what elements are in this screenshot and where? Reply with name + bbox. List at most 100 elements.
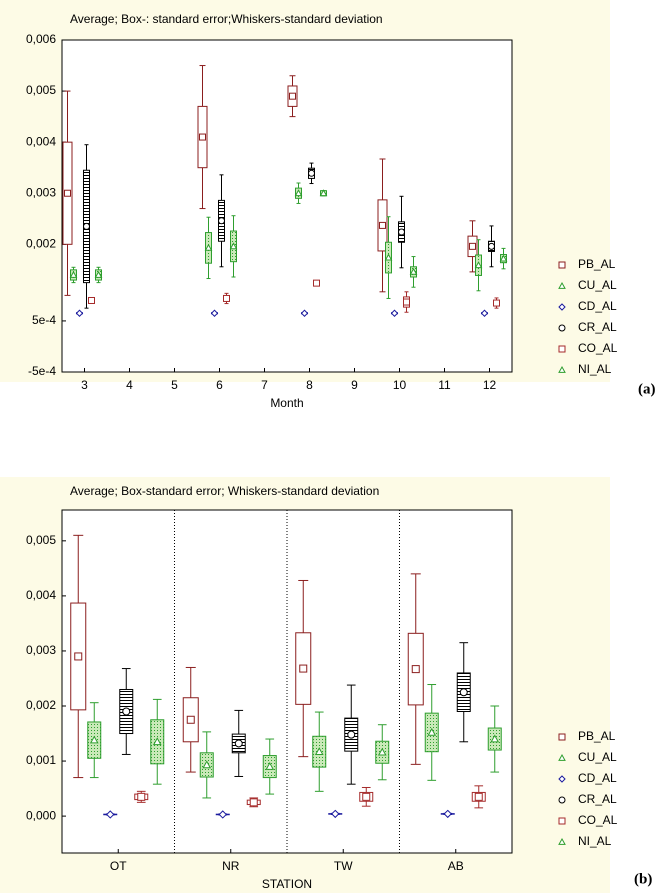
- x-tick-label: TW: [334, 859, 353, 873]
- x-tick-label: 6: [216, 378, 223, 392]
- legend-marker: [558, 733, 566, 741]
- mean-marker: [308, 169, 315, 177]
- mean-marker: [210, 309, 219, 317]
- y-tick-label: 5e-4: [32, 313, 56, 327]
- x-axis-title: STATION: [262, 877, 312, 891]
- x-tick-label: 4: [126, 378, 133, 392]
- mean-marker: [384, 253, 393, 261]
- mean-marker: [319, 189, 328, 197]
- y-tick-label: 0,003: [26, 643, 56, 657]
- mean-marker: [218, 217, 225, 225]
- mean-marker: [186, 715, 195, 724]
- mean-marker: [474, 792, 483, 801]
- legend-label: CD_AL: [578, 299, 617, 313]
- mean-marker: [89, 735, 99, 744]
- mean-marker: [69, 270, 78, 278]
- x-tick-label: 11: [438, 378, 451, 392]
- legend-label: CR_AL: [578, 320, 617, 334]
- legend-marker: [558, 345, 566, 353]
- legend-marker: [558, 261, 566, 269]
- y-tick-label: 0,004: [26, 588, 56, 602]
- mean-marker: [234, 739, 243, 748]
- mean-marker: [75, 309, 84, 317]
- legend-label: CU_AL: [578, 278, 617, 292]
- legend-marker: [558, 303, 566, 311]
- mean-marker: [313, 279, 320, 287]
- mean-marker: [229, 242, 238, 250]
- y-tick-label: -5e-4: [28, 364, 56, 378]
- mean-marker: [64, 189, 71, 197]
- legend-label: NI_AL: [578, 834, 612, 848]
- legend-label: CD_AL: [578, 771, 617, 785]
- mean-marker: [488, 242, 495, 250]
- legend-marker: [558, 324, 566, 332]
- mean-marker: [223, 294, 230, 302]
- x-tick-label: 5: [171, 378, 178, 392]
- mean-marker: [314, 747, 324, 755]
- chart-title: Average; Box-standard error; Whiskers-st…: [70, 484, 379, 498]
- x-tick-label: 8: [306, 378, 313, 392]
- mean-marker: [362, 792, 371, 801]
- mean-marker: [427, 727, 437, 736]
- mean-marker: [299, 664, 308, 673]
- mean-marker: [480, 309, 489, 317]
- x-tick-label: 3: [81, 378, 88, 392]
- legend-label: CO_AL: [578, 341, 618, 355]
- x-tick-label: NR: [222, 859, 240, 873]
- x-tick-label: 9: [351, 378, 358, 392]
- mean-marker: [411, 665, 420, 674]
- mean-marker: [88, 296, 95, 304]
- y-tick-label: 0,005: [26, 533, 56, 547]
- panel-label: (a): [638, 381, 656, 397]
- legend-label: CR_AL: [578, 792, 617, 806]
- mean-marker: [265, 762, 275, 770]
- mean-marker: [398, 228, 405, 236]
- x-tick-label: 10: [393, 378, 407, 392]
- x-axis-title: Month: [270, 396, 303, 410]
- mean-marker: [294, 189, 303, 197]
- mean-marker: [300, 309, 309, 317]
- mean-marker: [331, 809, 340, 819]
- legend-marker: [558, 775, 566, 783]
- mean-marker: [204, 243, 213, 251]
- mean-marker: [289, 92, 296, 100]
- y-tick-label: 0,003: [26, 185, 56, 199]
- mean-marker: [379, 221, 386, 229]
- y-tick-label: 0,002: [26, 236, 56, 250]
- mean-marker: [443, 809, 452, 819]
- legend-marker: [558, 281, 566, 289]
- mean-marker: [122, 707, 131, 716]
- legend-marker: [558, 365, 566, 373]
- legend-marker: [558, 796, 566, 804]
- mean-marker: [199, 133, 206, 141]
- mean-marker: [377, 747, 387, 756]
- legend-marker: [558, 817, 566, 825]
- legend-label: NI_AL: [578, 362, 612, 376]
- mean-marker: [347, 730, 356, 739]
- mean-marker: [83, 222, 90, 230]
- mean-marker: [499, 254, 508, 262]
- legend-label: CO_AL: [578, 813, 618, 827]
- legend-label: CU_AL: [578, 750, 617, 764]
- mean-marker: [202, 760, 212, 769]
- y-tick-label: 0,001: [26, 753, 56, 767]
- mean-marker: [390, 309, 399, 317]
- mean-marker: [403, 298, 410, 306]
- x-tick-label: AB: [448, 859, 464, 873]
- mean-marker: [493, 299, 500, 307]
- mean-marker: [74, 652, 83, 661]
- panel-label: (b): [634, 871, 652, 887]
- mean-marker: [249, 798, 258, 807]
- mean-marker: [137, 792, 146, 801]
- plot-area: [61, 39, 513, 373]
- y-tick-label: 0,002: [26, 698, 56, 712]
- mean-marker: [106, 810, 115, 819]
- mean-marker: [490, 734, 500, 743]
- mean-marker: [409, 267, 418, 275]
- x-tick-label: 7: [261, 378, 268, 392]
- mean-marker: [152, 737, 162, 746]
- y-tick-label: 0,004: [26, 134, 56, 148]
- y-tick-label: 0,000: [26, 808, 56, 822]
- mean-marker: [218, 810, 227, 819]
